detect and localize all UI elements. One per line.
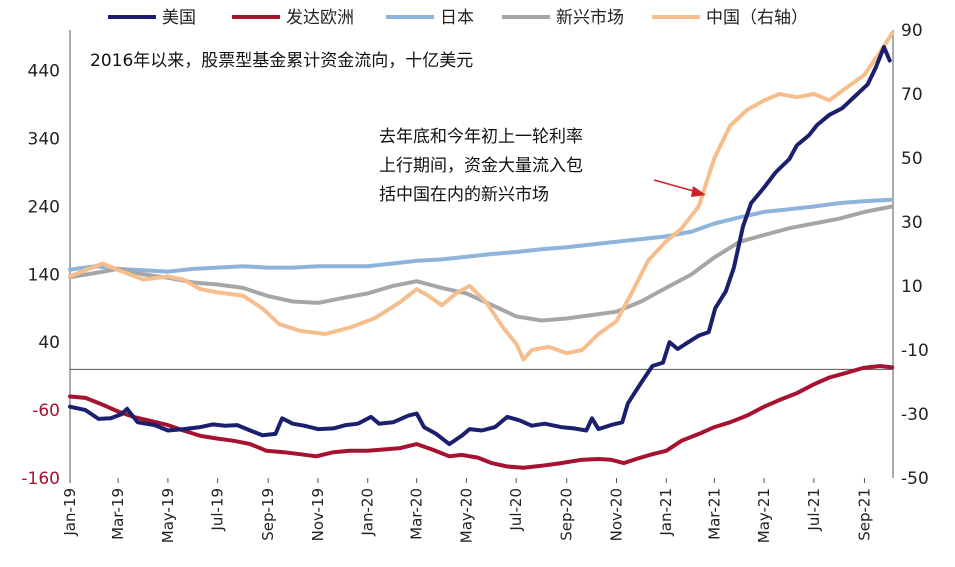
legend-item-japan: 日本 [386,8,474,28]
legend-item-china: 中国（右轴） [652,8,808,28]
x-tick-label: Sep-19 [259,488,277,541]
left-tick-label: -60 [32,401,60,421]
x-tick-label: Nov-20 [607,488,625,541]
x-tick-label: Jul-21 [805,488,823,532]
right-tick-label: 70 [901,85,923,105]
series-layer [68,31,895,470]
axes-layer: 440 340 240 140 40 -60 -160 90 70 50 30 10 -10 -30 -50… [21,21,928,543]
legend-label: 日本 [440,8,474,28]
x-tick-label: Mar-19 [109,488,127,540]
legend-label: 中国（右轴） [706,8,808,28]
x-tick-label: Jan-19 [61,488,79,537]
x-tick-label: May-21 [755,488,773,543]
legend-label: 发达欧洲 [286,8,354,28]
legend-item-em: 新兴市场 [502,8,624,28]
left-tick-label: 440 [28,62,60,82]
left-tick-label: 140 [28,265,60,285]
annotation-line-2: 上行期间，资金大量流入包 [379,156,583,176]
series-line-china [68,31,895,362]
x-tick-label: Mar-21 [705,488,723,540]
legend-item-us: 美国 [108,8,196,28]
series-line-europe [68,364,895,470]
annotation-line-1: 去年底和今年初上一轮利率 [379,127,583,147]
legend: 美国 发达欧洲 日本 新兴市场 中国（右轴） [108,8,808,28]
annotation: 去年底和今年初上一轮利率 上行期间，资金大量流入包 括中国在内的新兴市场 [379,127,706,205]
x-tick-label: Jul-19 [209,488,227,532]
series-line-em [68,204,895,323]
right-tick-label: -30 [901,405,929,425]
right-tick-label: -50 [901,469,929,489]
x-tick-label: Jan-21 [657,488,675,537]
x-tick-label: Jul-20 [507,488,525,532]
left-tick-label: 340 [28,130,60,150]
x-tick-label: Mar-20 [408,488,426,540]
legend-item-europe: 发达欧洲 [232,8,354,28]
x-tick-label: Jan-20 [359,488,377,537]
chart-title: 2016年以来，股票型基金累计资金流向，十亿美元 [90,51,473,71]
x-tick-label: May-20 [457,488,475,543]
series-line-us [68,45,892,447]
x-tick-label: Nov-19 [309,488,327,541]
right-tick-label: 50 [901,149,923,169]
annotation-arrow-head [691,186,706,197]
right-tick-label: 10 [901,277,923,297]
left-tick-label: 40 [38,333,60,353]
annotation-line-3: 括中国在内的新兴市场 [379,185,549,205]
annotation-arrow-line [653,179,698,193]
x-tick-label: Sep-20 [558,488,576,541]
series-line-japan [68,197,895,274]
legend-label: 美国 [162,8,196,28]
right-tick-label: -10 [901,341,929,361]
left-tick-label: 240 [28,197,60,217]
right-tick-label: 30 [901,213,923,233]
x-tick-label: May-19 [159,488,177,543]
right-tick-label: 90 [901,21,923,41]
left-tick-label: -160 [21,469,60,489]
x-tick-label: Sep-21 [855,488,873,541]
legend-label: 新兴市场 [556,8,624,28]
